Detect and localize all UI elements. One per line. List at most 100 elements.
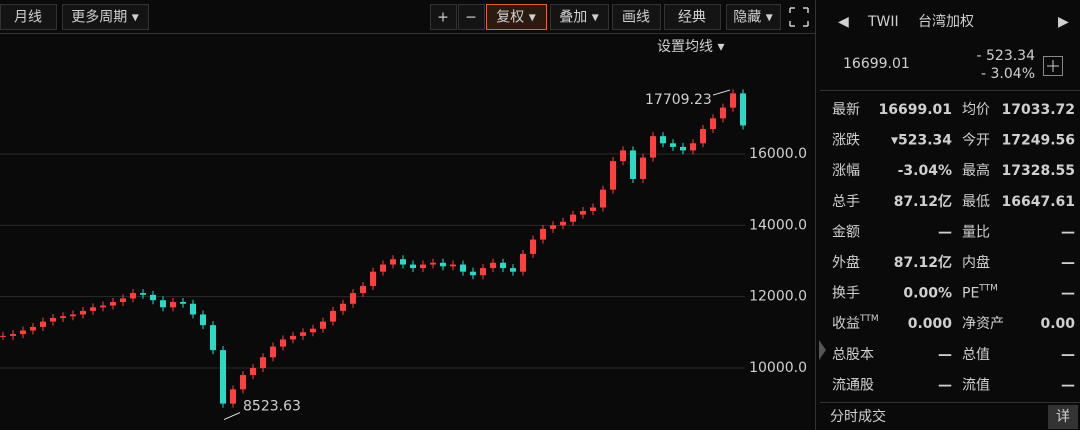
toolbar-button-bg[interactable] [458, 4, 485, 30]
candle [540, 228, 546, 240]
candle [470, 271, 476, 276]
candle [720, 107, 726, 119]
toolbar-button[interactable]: − [465, 10, 477, 26]
quote-price: 16699.01 [843, 56, 910, 72]
toolbar-button[interactable]: + [437, 10, 449, 26]
y-tick-label: 12000.0 [749, 289, 807, 305]
quote-label: 均价 [962, 102, 990, 118]
toolbar-button[interactable]: 叠加 ▾ [559, 10, 598, 26]
toolbar-button[interactable]: 更多周期 ▾ [71, 9, 138, 26]
candle [480, 268, 486, 276]
quote-change: - 523.34 [977, 48, 1036, 64]
quote-value: 16647.61 [1001, 194, 1075, 210]
toolbar-button-bg[interactable] [726, 4, 781, 30]
candle [330, 310, 336, 322]
quote-value: 87.12亿 [894, 254, 952, 271]
quote-label: 最低 [962, 194, 990, 210]
candle [300, 332, 306, 336]
toolbar-button-bg[interactable] [62, 4, 149, 30]
candle [390, 259, 396, 265]
detail-button[interactable]: 详 [1056, 409, 1070, 425]
quote-value: 0.000 [908, 316, 953, 332]
candle [190, 303, 196, 315]
toolbar-button-bg[interactable] [664, 4, 721, 30]
quote-value: 87.12亿 [894, 193, 952, 210]
quote-label-sup: TTM [978, 283, 998, 293]
candle [230, 389, 236, 404]
toolbar-button[interactable]: 经典 [678, 10, 706, 26]
quote-label: 涨跌 [832, 133, 860, 149]
toolbar-button[interactable]: 画线 [622, 10, 650, 26]
candle [460, 264, 466, 272]
quote-label: 最新 [832, 102, 860, 118]
quote-value: 16699.01 [878, 102, 952, 118]
candle [420, 264, 426, 269]
candle [710, 118, 716, 130]
ma-setting[interactable]: 设置均线 ▾ [657, 39, 724, 55]
candle [310, 328, 316, 333]
quote-label: 外盘 [832, 254, 860, 271]
quote-label: 量比 [962, 224, 990, 240]
low-arrow [223, 412, 241, 421]
trades-tab[interactable]: 分时成交 [830, 408, 886, 425]
candle [490, 262, 496, 269]
candle [270, 346, 276, 358]
fullscreen-icon[interactable] [789, 7, 809, 27]
candle [260, 357, 266, 368]
quote-value: ▾523.34 [891, 133, 952, 149]
y-tick-label: 16000.0 [749, 146, 807, 162]
quote-value: — [938, 224, 952, 240]
toolbar-button-bg[interactable] [486, 4, 547, 30]
toolbar-button-bg[interactable] [612, 4, 661, 30]
toolbar-button-bg[interactable] [0, 4, 57, 30]
candle [440, 262, 446, 267]
quote-label: 最高 [962, 162, 990, 179]
toolbar-button[interactable]: 隐藏 ▾ [733, 10, 772, 26]
toolbar-button[interactable]: 月线 [14, 10, 42, 26]
candle [680, 146, 686, 151]
candle [730, 93, 736, 108]
quote-label: 换手 [832, 285, 860, 302]
candle [660, 136, 666, 144]
quote-name: 台湾加权 [918, 13, 974, 30]
candle [500, 262, 506, 269]
candle [580, 211, 586, 215]
candle [250, 367, 256, 376]
toolbar-button-bg[interactable] [550, 4, 609, 30]
candle [130, 293, 136, 299]
candle [570, 214, 576, 222]
candle [430, 262, 436, 265]
candle [550, 225, 556, 229]
candle [360, 285, 366, 294]
quote-label: 今开 [962, 133, 990, 149]
toolbar-button[interactable]: 复权 ▾ [496, 9, 535, 26]
candle [410, 264, 416, 269]
candle [690, 143, 696, 151]
candle [60, 316, 66, 319]
candle [240, 375, 246, 390]
collapse-tab[interactable] [819, 340, 826, 360]
quote-code: TWII [867, 14, 899, 30]
toolbar-button-bg[interactable] [430, 4, 457, 30]
candle [450, 264, 456, 267]
high-label: 17709.23 [645, 92, 712, 108]
candle [150, 294, 156, 301]
quote-change-pct: - 3.04% [981, 66, 1035, 82]
prev-arrow[interactable]: ◀ [838, 14, 849, 30]
candle [370, 271, 376, 286]
add-button[interactable] [1043, 56, 1063, 76]
quote-value: — [1061, 377, 1075, 393]
candle [120, 298, 126, 302]
candle [10, 334, 16, 336]
detail-bg[interactable] [1048, 405, 1078, 429]
candle [340, 303, 346, 311]
candle [640, 157, 646, 179]
candle [170, 301, 176, 308]
candle [20, 330, 26, 335]
next-arrow[interactable]: ▶ [1058, 14, 1069, 30]
candle [30, 326, 36, 331]
candle [740, 93, 746, 126]
quote-label: 金额 [832, 224, 860, 240]
quote-value: — [1061, 286, 1075, 302]
